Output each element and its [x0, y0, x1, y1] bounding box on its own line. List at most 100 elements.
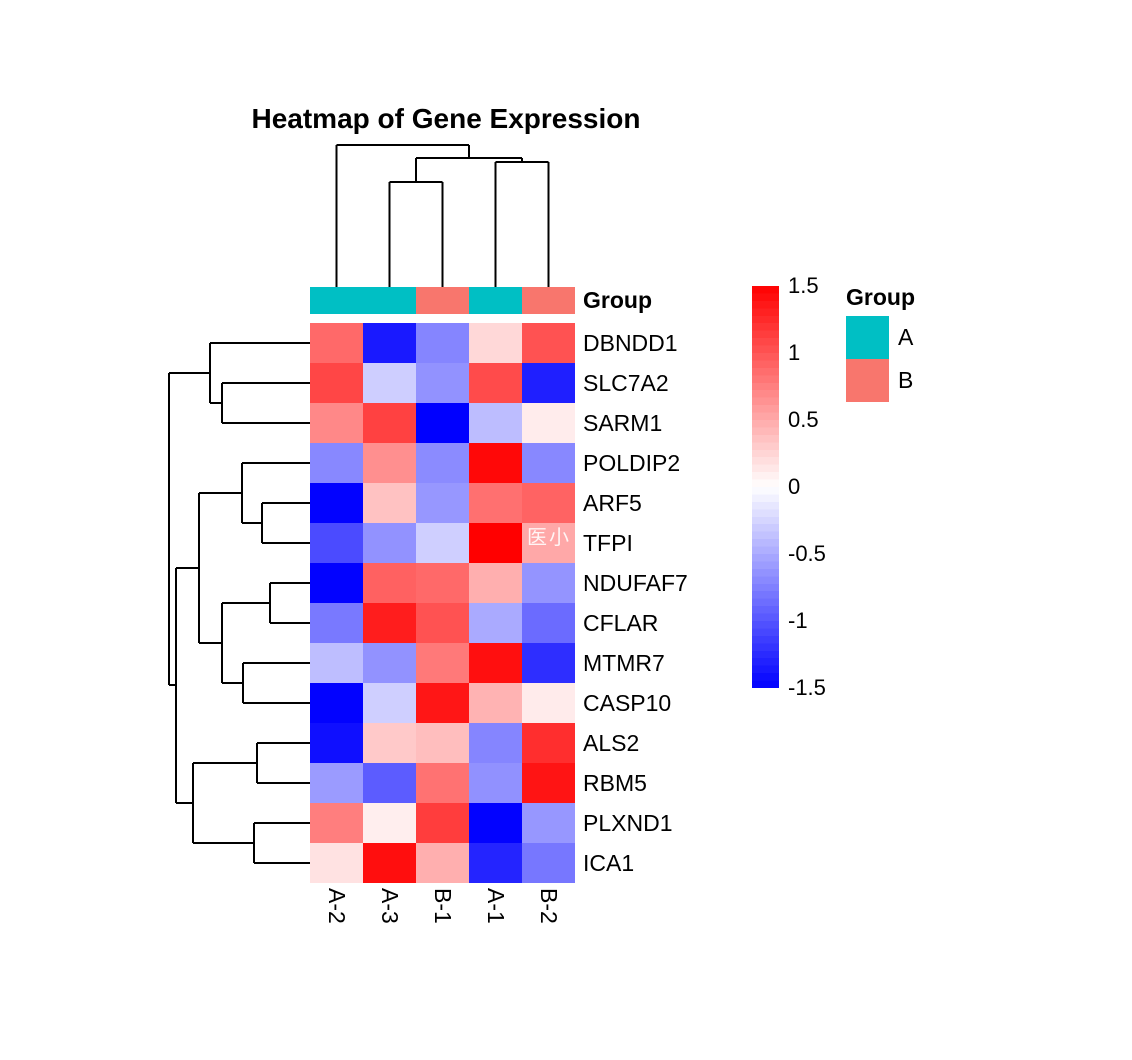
heatmap-cell	[522, 523, 575, 563]
column-label: A-2	[310, 888, 363, 958]
heatmap-cell	[469, 483, 522, 523]
group-annotation-cell	[469, 287, 522, 314]
heatmap-cell	[469, 403, 522, 443]
group-annotation-label: Group	[583, 287, 652, 313]
heatmap-cell	[416, 363, 469, 403]
heatmap-cell	[363, 683, 416, 723]
heatmap-cell	[363, 443, 416, 483]
heatmap-cell	[522, 403, 575, 443]
heatmap-cell	[416, 523, 469, 563]
heatmap-cell	[363, 403, 416, 443]
heatmap-cell	[522, 443, 575, 483]
row-label: TFPI	[583, 530, 633, 556]
row-label: SARM1	[583, 410, 663, 436]
row-label: DBNDD1	[583, 330, 678, 356]
column-label-text: B-1	[430, 888, 456, 924]
heatmap-cell	[469, 443, 522, 483]
heatmap-cell	[522, 803, 575, 843]
colorbar-tick-label: -1.5	[788, 675, 826, 700]
row-label: MTMR7	[583, 650, 665, 676]
heatmap-cell	[416, 443, 469, 483]
heatmap-cell	[522, 563, 575, 603]
heatmap-cell	[310, 843, 363, 883]
row-label: RBM5	[583, 770, 647, 796]
row-label: ARF5	[583, 490, 642, 516]
row-label: PLXND1	[583, 810, 673, 836]
colorbar-tick-label: 0	[788, 474, 801, 499]
heatmap-cell	[416, 803, 469, 843]
legend-entry-label: A	[898, 324, 914, 350]
heatmap-cell	[310, 763, 363, 803]
legend-swatch	[846, 359, 889, 402]
column-label: B-1	[416, 888, 469, 958]
column-label-text: A-2	[324, 888, 350, 924]
colorbar-tick-label: -0.5	[788, 541, 826, 566]
heatmap-cell	[522, 363, 575, 403]
heatmap-cell	[363, 523, 416, 563]
heatmap-cell	[416, 723, 469, 763]
heatmap-cell	[522, 603, 575, 643]
heatmap-cell	[310, 443, 363, 483]
heatmap-cell	[310, 483, 363, 523]
heatmap-cell	[310, 563, 363, 603]
heatmap-cell	[469, 683, 522, 723]
heatmap-cell	[522, 483, 575, 523]
heatmap-cell	[469, 523, 522, 563]
legend-entry-label: B	[898, 367, 914, 393]
heatmap-cell	[469, 803, 522, 843]
heatmap-cell	[522, 723, 575, 763]
heatmap-cell	[310, 363, 363, 403]
heatmap-cell	[469, 843, 522, 883]
heatmap-cell	[310, 683, 363, 723]
heatmap-cell	[522, 763, 575, 803]
colorbar-tick-label: -1	[788, 608, 808, 633]
group-annotation-cell	[416, 287, 469, 314]
row-label: ICA1	[583, 850, 635, 876]
row-label: POLDIP2	[583, 450, 681, 476]
heatmap-grid	[310, 323, 575, 883]
heatmap-cell	[522, 323, 575, 363]
heatmap-cell	[310, 603, 363, 643]
heatmap-cell	[363, 843, 416, 883]
colorbar-tick-label: 0.5	[788, 407, 819, 432]
heatmap-cell	[469, 323, 522, 363]
heatmap-cell	[363, 603, 416, 643]
heatmap-cell	[310, 723, 363, 763]
heatmap-cell	[310, 523, 363, 563]
heatmap-cell	[363, 643, 416, 683]
heatmap-cell	[416, 403, 469, 443]
column-label: A-1	[469, 888, 522, 958]
row-label: CFLAR	[583, 610, 659, 636]
heatmap-cell	[363, 803, 416, 843]
heatmap-cell	[363, 563, 416, 603]
heatmap-cell	[522, 643, 575, 683]
row-label: SLC7A2	[583, 370, 669, 396]
heatmap-cell	[363, 483, 416, 523]
group-annotation-bar	[310, 287, 575, 314]
colorbar-tick-label: 1	[788, 340, 801, 365]
group-annotation-cell	[363, 287, 416, 314]
heatmap-cell	[416, 483, 469, 523]
heatmap-cell	[363, 763, 416, 803]
chart-title: Heatmap of Gene Expression	[251, 103, 641, 134]
row-label: NDUFAF7	[583, 570, 688, 596]
heatmap-cell	[469, 563, 522, 603]
heatmap-cell	[416, 603, 469, 643]
colorbar-tick-label: 1.5	[788, 273, 819, 298]
row-label: ALS2	[583, 730, 640, 756]
colorbar	[752, 286, 779, 688]
heatmap-cell	[363, 363, 416, 403]
legend-entry: B	[846, 359, 913, 402]
column-label-text: A-1	[483, 888, 509, 924]
heatmap-cell	[522, 843, 575, 883]
heatmap-cell	[416, 683, 469, 723]
heatmap-cell	[469, 363, 522, 403]
row-label: CASP10	[583, 690, 672, 716]
heatmap-cell	[310, 803, 363, 843]
heatmap-cell	[469, 643, 522, 683]
legend-entry: A	[846, 316, 913, 359]
heatmap-cell	[310, 403, 363, 443]
